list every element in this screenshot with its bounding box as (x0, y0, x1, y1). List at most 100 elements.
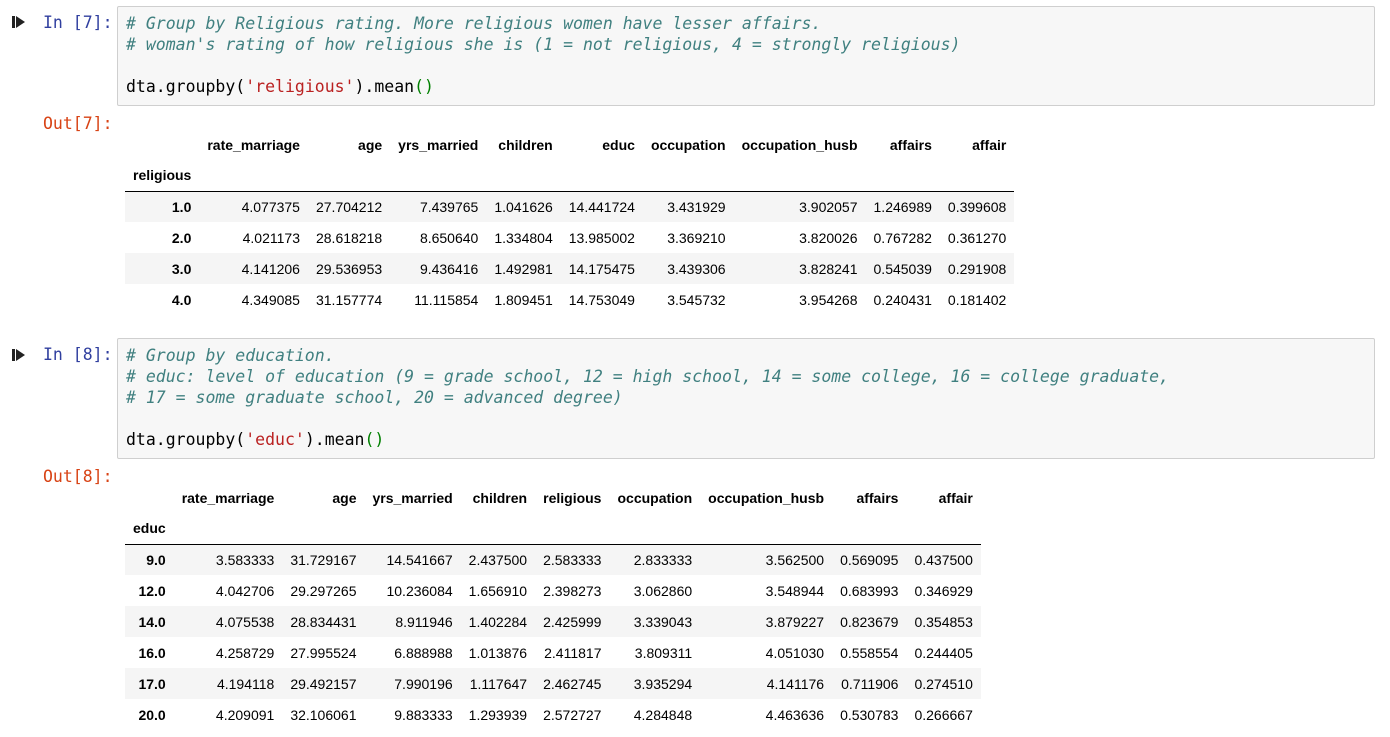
table-row: 16.0 4.258729 27.995524 6.888988 1.013876 2.4… (125, 637, 981, 668)
table-cell: 2.583333 (543, 551, 602, 568)
index-name-spacer (734, 160, 866, 191)
row-index: 17.0 (138, 675, 166, 692)
table-cell: 29.492157 (290, 675, 357, 692)
column-header: yrs_married (372, 489, 453, 506)
row-index: 1.0 (171, 198, 192, 215)
column-header-row: rate_marriage age yrs_married children educ o… (125, 129, 1014, 160)
table-cell: 3.820026 (799, 229, 858, 246)
column-header: children (498, 136, 553, 153)
table-cell: 3.062860 (633, 582, 693, 599)
index-name-spacer (832, 513, 906, 544)
column-header: age (332, 489, 357, 506)
table-cell: 4.141206 (241, 260, 300, 277)
table-cell: 4.021173 (242, 229, 300, 246)
table-cell: 0.346929 (914, 582, 973, 599)
code-input-area[interactable]: # Group by Religious rating. More religi… (117, 6, 1375, 106)
index-name-spacer (561, 160, 643, 191)
table-row: 3.0 4.141206 29.536953 9.436416 1.492981 14.1… (125, 253, 1015, 284)
table-cell: 4.077375 (241, 198, 300, 215)
table-cell: 0.399608 (947, 198, 1007, 215)
index-name-spacer (308, 160, 390, 191)
table-row: 12.0 4.042706 29.297265 10.236084 1.656910 2.… (125, 575, 981, 606)
code-call-suffix: ).mean (354, 77, 415, 96)
table-cell: 9.436416 (419, 260, 479, 277)
table-cell: 4.284848 (633, 706, 693, 723)
column-header: religious (543, 489, 602, 506)
table-cell: 3.545732 (667, 291, 726, 308)
index-name-spacer (282, 513, 364, 544)
table-cell: 3.954268 (799, 291, 858, 308)
table-row: 14.0 4.075538 28.834431 8.911946 1.402284 2.4… (125, 606, 981, 637)
table-cell: 29.536953 (315, 260, 383, 277)
table-cell: 6.888988 (394, 644, 453, 661)
column-header: rate_marriage (207, 136, 300, 153)
table-cell: 31.729167 (290, 551, 357, 568)
table-cell: 32.106061 (290, 706, 357, 723)
index-name: religious (133, 167, 192, 184)
table-cell: 1.117647 (469, 675, 528, 692)
index-name-spacer (174, 513, 283, 544)
code-call-prefix: dta.groupby( (126, 77, 246, 96)
row-index: 14.0 (138, 613, 166, 630)
table-cell: 3.809311 (634, 644, 693, 661)
table-cell: 1.809451 (494, 291, 553, 308)
index-name-spacer (866, 160, 940, 191)
table-cell: 0.530783 (840, 706, 899, 723)
table-cell: 4.051030 (765, 644, 825, 661)
table-cell: 2.437500 (468, 551, 528, 568)
table-row: 4.0 4.349085 31.157774 11.115854 1.809451 14.… (125, 284, 1014, 315)
column-header: affairs (889, 136, 932, 153)
code-string-arg: 'educ' (245, 430, 305, 449)
code-input-area[interactable]: # Group by education. # educ: level of e… (117, 338, 1375, 459)
code-comment-line: # Group by education. (126, 346, 335, 365)
table-cell: 14.175475 (568, 260, 635, 277)
column-header: affairs (856, 489, 899, 506)
table-cell: 0.274510 (914, 675, 973, 692)
run-cell-icon[interactable] (12, 14, 26, 28)
table-cell: 13.985002 (568, 229, 635, 246)
table-cell: 29.297265 (290, 582, 357, 599)
table-row: 17.0 4.194118 29.492157 7.990196 1.117647 2.4… (125, 668, 981, 699)
column-header: rate_marriage (181, 489, 275, 506)
column-header: age (358, 136, 383, 153)
table-cell: 2.411817 (544, 644, 602, 661)
table-cell: 1.246989 (873, 198, 932, 215)
table-row: 20.0 4.209091 32.106061 9.883333 1.293939 2.5… (125, 699, 981, 730)
table-cell: 27.995524 (290, 644, 357, 661)
header-corner (125, 129, 199, 160)
table-cell: 14.541667 (386, 551, 453, 568)
table-cell: 28.618218 (315, 229, 383, 246)
row-index: 20.0 (138, 706, 166, 723)
table-cell: 31.157774 (315, 291, 383, 308)
table-cell: 3.431929 (667, 198, 726, 215)
table-cell: 3.548944 (765, 582, 825, 599)
dataframe-table: rate_marriage age yrs_married children educ o… (125, 129, 1015, 315)
table-cell: 4.463636 (765, 706, 825, 723)
table-cell: 1.656910 (468, 582, 528, 599)
table-row: 9.0 3.583333 31.729167 14.541667 2.437500 2.5… (125, 544, 981, 575)
row-index: 9.0 (146, 551, 166, 568)
table-cell: 4.042706 (215, 582, 275, 599)
index-name-row: educ (125, 513, 981, 544)
index-name-spacer (906, 513, 980, 544)
table-cell: 8.911946 (395, 613, 453, 630)
index-name-spacer (643, 160, 734, 191)
table-cell: 0.545039 (873, 260, 932, 277)
column-header: occupation (650, 136, 726, 153)
table-cell: 4.349085 (241, 291, 300, 308)
header-corner (125, 482, 174, 513)
column-header: occupation (617, 489, 693, 506)
index-name: educ (133, 520, 166, 537)
table-cell: 14.441724 (568, 198, 635, 215)
column-header: children (472, 489, 528, 506)
run-cell-icon[interactable] (12, 347, 26, 361)
index-name-spacer (199, 160, 308, 191)
table-row: 1.0 4.077375 27.704212 7.439765 1.041626 14.4… (125, 191, 1015, 222)
table-cell: 1.041626 (494, 198, 553, 215)
code-call-line: dta.groupby('religious').mean() (126, 76, 1366, 97)
table-cell: 3.935294 (633, 675, 693, 692)
table-cell: 4.075538 (215, 613, 275, 630)
table-cell: 8.650640 (419, 229, 479, 246)
table-cell: 1.402284 (468, 613, 528, 630)
code-comment-line: # 17 = some graduate school, 20 = advanc… (126, 388, 623, 407)
